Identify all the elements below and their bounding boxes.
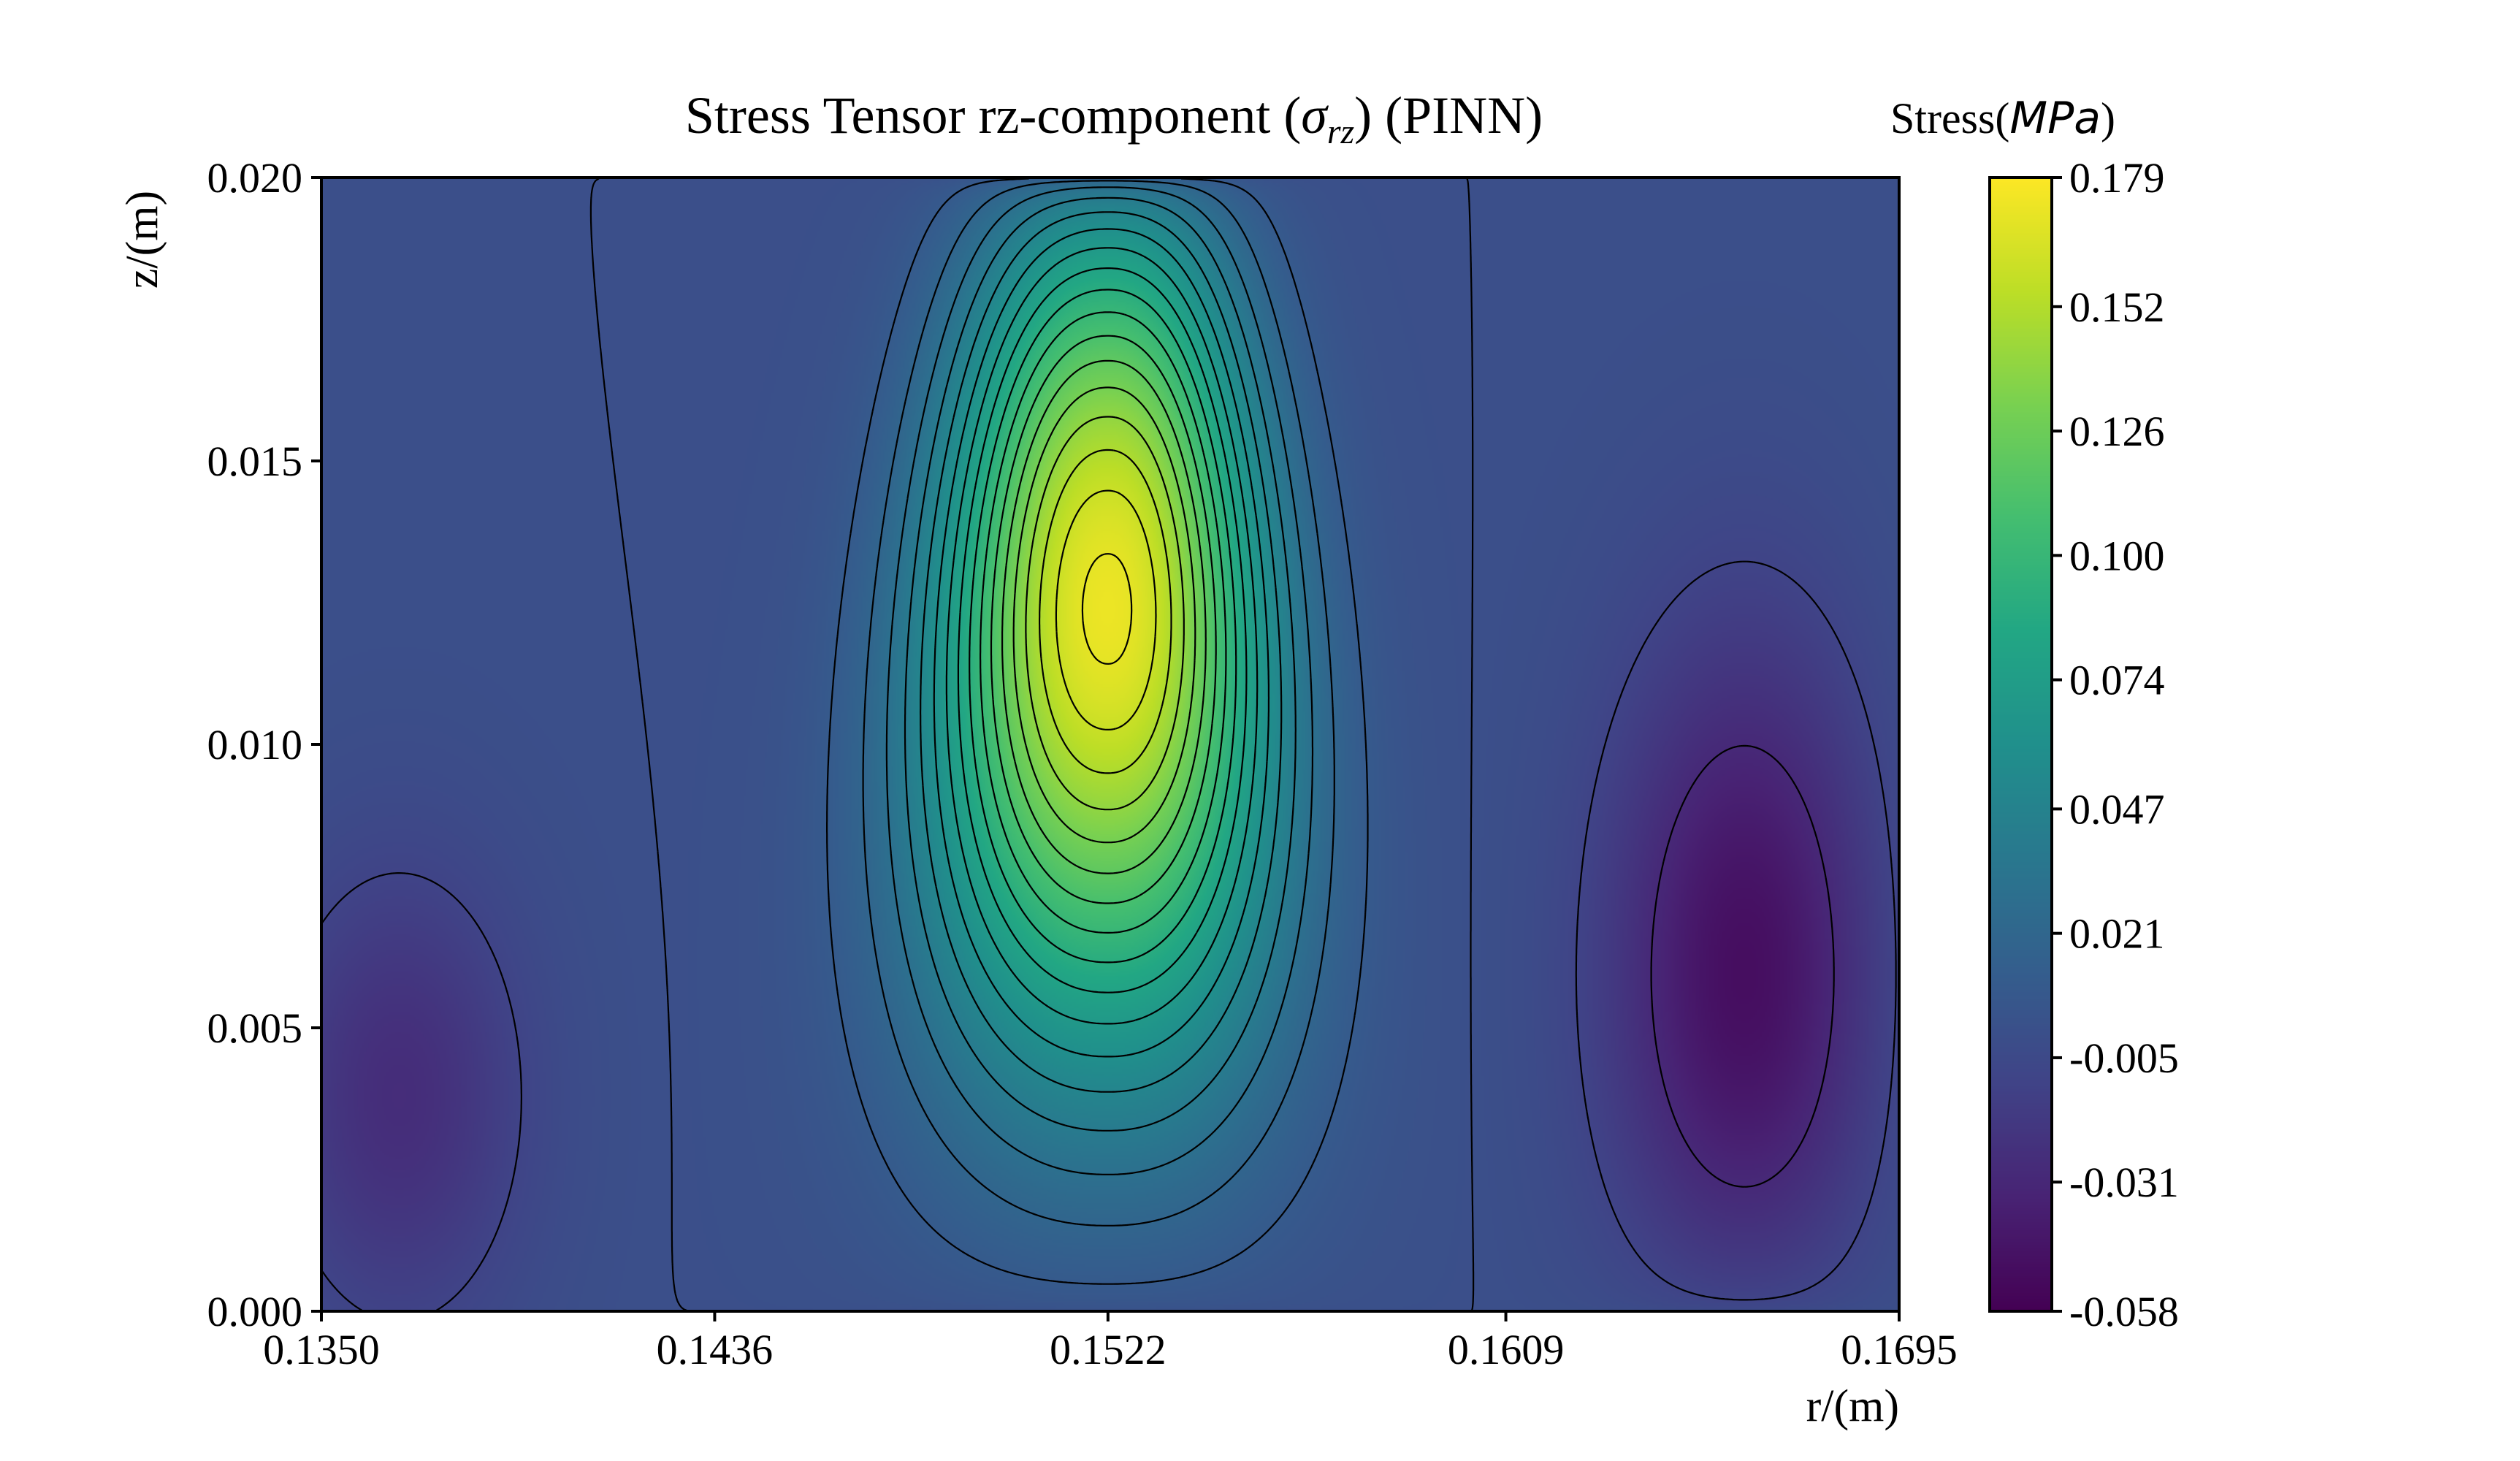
y-tick-label: 0.015 — [207, 438, 303, 485]
sigma-subscript: rz — [1327, 112, 1355, 151]
colorbar-tick-label: 0.152 — [2069, 283, 2165, 331]
y-tick-label: 0.020 — [207, 154, 303, 202]
colorbar-tick-label: 0.074 — [2069, 657, 2165, 704]
y-tick-label: 0.010 — [207, 721, 303, 768]
colorbar-tick-label: 0.179 — [2069, 154, 2165, 202]
y-axis-label: z/(m) — [118, 191, 167, 289]
colorbar-tick-label: 0.126 — [2069, 408, 2165, 455]
colorbar-tick-label: -0.058 — [2069, 1288, 2179, 1335]
colorbar-title-close: ) — [2101, 94, 2115, 142]
y-tick-label: 0.005 — [207, 1004, 303, 1052]
chart-title: Stress Tensor rz-component (σrz) (PINN) — [685, 86, 1543, 151]
colorbar-title: Stress(MPa) — [1890, 93, 2115, 144]
colorbar-ticks: 0.179 0.152 0.126 0.100 0.074 0.047 0.021 -0.00… — [2052, 154, 2179, 1335]
colorbar-gradient — [1990, 178, 2052, 1311]
x-tick-label: 0.1522 — [1050, 1326, 1167, 1373]
colorbar-tick-label: -0.005 — [2069, 1034, 2179, 1082]
colorbar-tick-label: 0.047 — [2069, 785, 2165, 833]
x-tick-label: 0.1350 — [263, 1326, 380, 1373]
x-tick-label: 0.1609 — [1448, 1326, 1565, 1373]
y-axis: 0.000 0.005 0.010 0.015 0.020 — [207, 154, 321, 1335]
sigma-symbol: σ — [1301, 86, 1329, 145]
colorbar-tick-label: 0.100 — [2069, 532, 2165, 579]
chart-title-after: ) (PINN) — [1354, 86, 1543, 145]
x-axis-label: r/(m) — [1806, 1381, 1899, 1431]
chart-title-before: Stress Tensor rz-component ( — [685, 86, 1301, 145]
x-axis: 0.1350 0.1436 0.1522 0.1609 0.1695 — [263, 1311, 1958, 1373]
x-tick-label: 0.1436 — [657, 1326, 774, 1373]
colorbar-tick-label: 0.021 — [2069, 910, 2165, 958]
x-tick-label: 0.1695 — [1841, 1326, 1958, 1373]
colorbar-tick-label: -0.031 — [2069, 1159, 2179, 1206]
colorbar-unit: MPa — [2009, 93, 2101, 144]
stress-heatmap — [321, 178, 1899, 1311]
y-tick-label: 0.000 — [207, 1288, 303, 1335]
colorbar-title-text: Stress( — [1890, 94, 2009, 142]
